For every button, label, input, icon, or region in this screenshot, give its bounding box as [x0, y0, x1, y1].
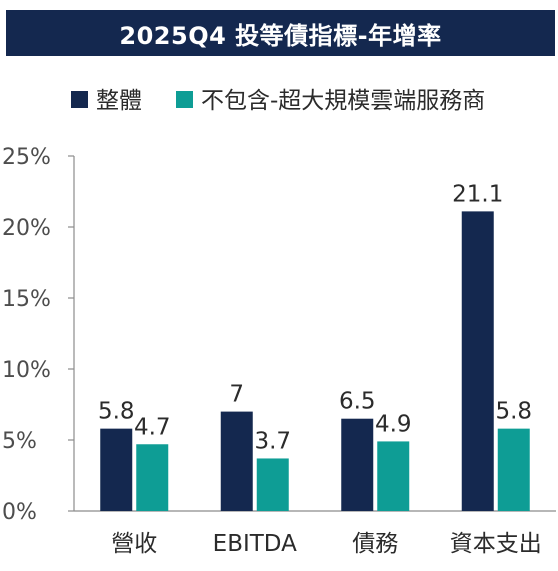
y-tick-label: 10% [2, 358, 51, 383]
category-label: EBITDA [213, 531, 297, 557]
bar-overall [461, 211, 494, 511]
bar-excluding-hyperscalers [377, 441, 410, 511]
y-tick-label: 25% [2, 145, 51, 170]
bar-excluding-hyperscalers [497, 428, 530, 511]
value-label-overall: 21.1 [452, 181, 503, 207]
value-label-overall: 7 [229, 382, 244, 408]
category-label: 債務 [352, 531, 398, 557]
legend-swatch-overall [71, 91, 88, 108]
bar-excluding-hyperscalers [136, 444, 169, 511]
value-label-overall: 6.5 [339, 389, 376, 415]
bar-overall [220, 411, 253, 511]
legend-label-excluding-hyperscalers: 不包含-超大規模雲端服務商 [201, 88, 485, 114]
y-tick-label: 0% [2, 500, 37, 525]
category-label: 資本支出 [450, 531, 542, 557]
value-label-overall: 5.8 [98, 399, 135, 425]
legend-swatch-excluding-hyperscalers [176, 91, 193, 108]
value-label-excluding-hyperscalers: 4.7 [134, 414, 171, 440]
x-axis: 營收 EBITDA 債務 資本支出 [111, 531, 542, 557]
y-axis: 0% 5% 10% 15% 20% 25% [2, 145, 556, 525]
chart-title: 2025Q4 投等債指標-年增率 [119, 21, 442, 50]
bars: 5.84.773.76.54.921.15.8 [98, 181, 532, 511]
value-label-excluding-hyperscalers: 3.7 [254, 428, 291, 454]
category-label: 營收 [111, 531, 157, 557]
y-tick-label: 15% [2, 287, 51, 312]
legend: 整體 不包含-超大規模雲端服務商 [71, 88, 485, 114]
bar-overall [341, 418, 374, 511]
chart-title-bar: 2025Q4 投等債指標-年增率 [6, 10, 555, 56]
bar-excluding-hyperscalers [256, 458, 289, 511]
y-tick-label: 20% [2, 216, 51, 241]
legend-label-overall: 整體 [96, 88, 142, 114]
bar-overall [100, 428, 133, 511]
value-label-excluding-hyperscalers: 5.8 [495, 399, 532, 425]
value-label-excluding-hyperscalers: 4.9 [375, 411, 412, 437]
y-tick-label: 5% [2, 429, 37, 454]
